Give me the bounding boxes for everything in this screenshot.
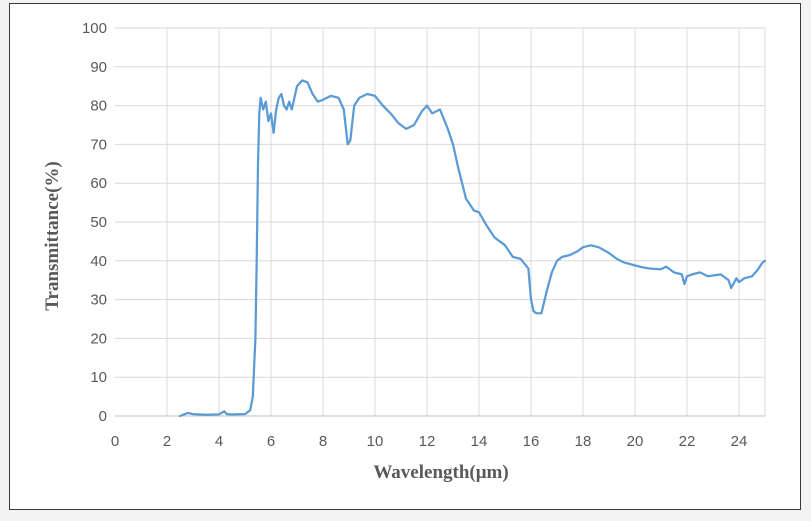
transmittance-series-line — [178, 79, 767, 418]
x-tick-label: 10 — [367, 433, 384, 450]
x-axis-title: Wavelength(μm) — [373, 462, 508, 483]
y-tick-label: 60 — [90, 175, 107, 192]
series-layer — [178, 79, 767, 418]
y-tick-label: 100 — [82, 20, 107, 37]
y-tick-label: 90 — [90, 59, 107, 76]
x-tick-label: 0 — [111, 433, 119, 450]
x-tick-labels: 0 2 4 6 8 10 12 14 16 18 20 22 24 — [111, 433, 748, 450]
x-tick-label: 12 — [419, 433, 436, 450]
y-tick-label: 50 — [90, 214, 107, 231]
x-tick-label: 2 — [163, 433, 171, 450]
y-tick-label: 20 — [90, 330, 107, 347]
x-tick-label: 16 — [523, 433, 540, 450]
y-axis-title: Transmittance(%) — [42, 161, 63, 311]
x-tick-label: 8 — [319, 433, 327, 450]
x-tick-label: 4 — [215, 433, 223, 450]
grid-lines — [115, 27, 766, 416]
x-tick-label: 6 — [267, 433, 275, 450]
y-tick-label: 40 — [90, 253, 107, 270]
chart-frame: 0 10 20 30 40 50 60 70 80 90 100 0 2 4 6 8 10 12 14 16 18 20… — [9, 3, 801, 510]
y-tick-label: 30 — [90, 292, 107, 309]
x-tick-label: 22 — [679, 433, 696, 450]
y-tick-label: 80 — [90, 98, 107, 115]
x-tick-label: 24 — [731, 433, 748, 450]
x-tick-label: 18 — [575, 433, 592, 450]
y-tick-label: 10 — [90, 369, 107, 386]
x-tick-label: 14 — [471, 433, 488, 450]
y-tick-labels: 0 10 20 30 40 50 60 70 80 90 100 — [82, 20, 107, 425]
x-tick-label: 20 — [627, 433, 644, 450]
y-tick-label: 0 — [99, 408, 107, 425]
y-tick-label: 70 — [90, 136, 107, 153]
